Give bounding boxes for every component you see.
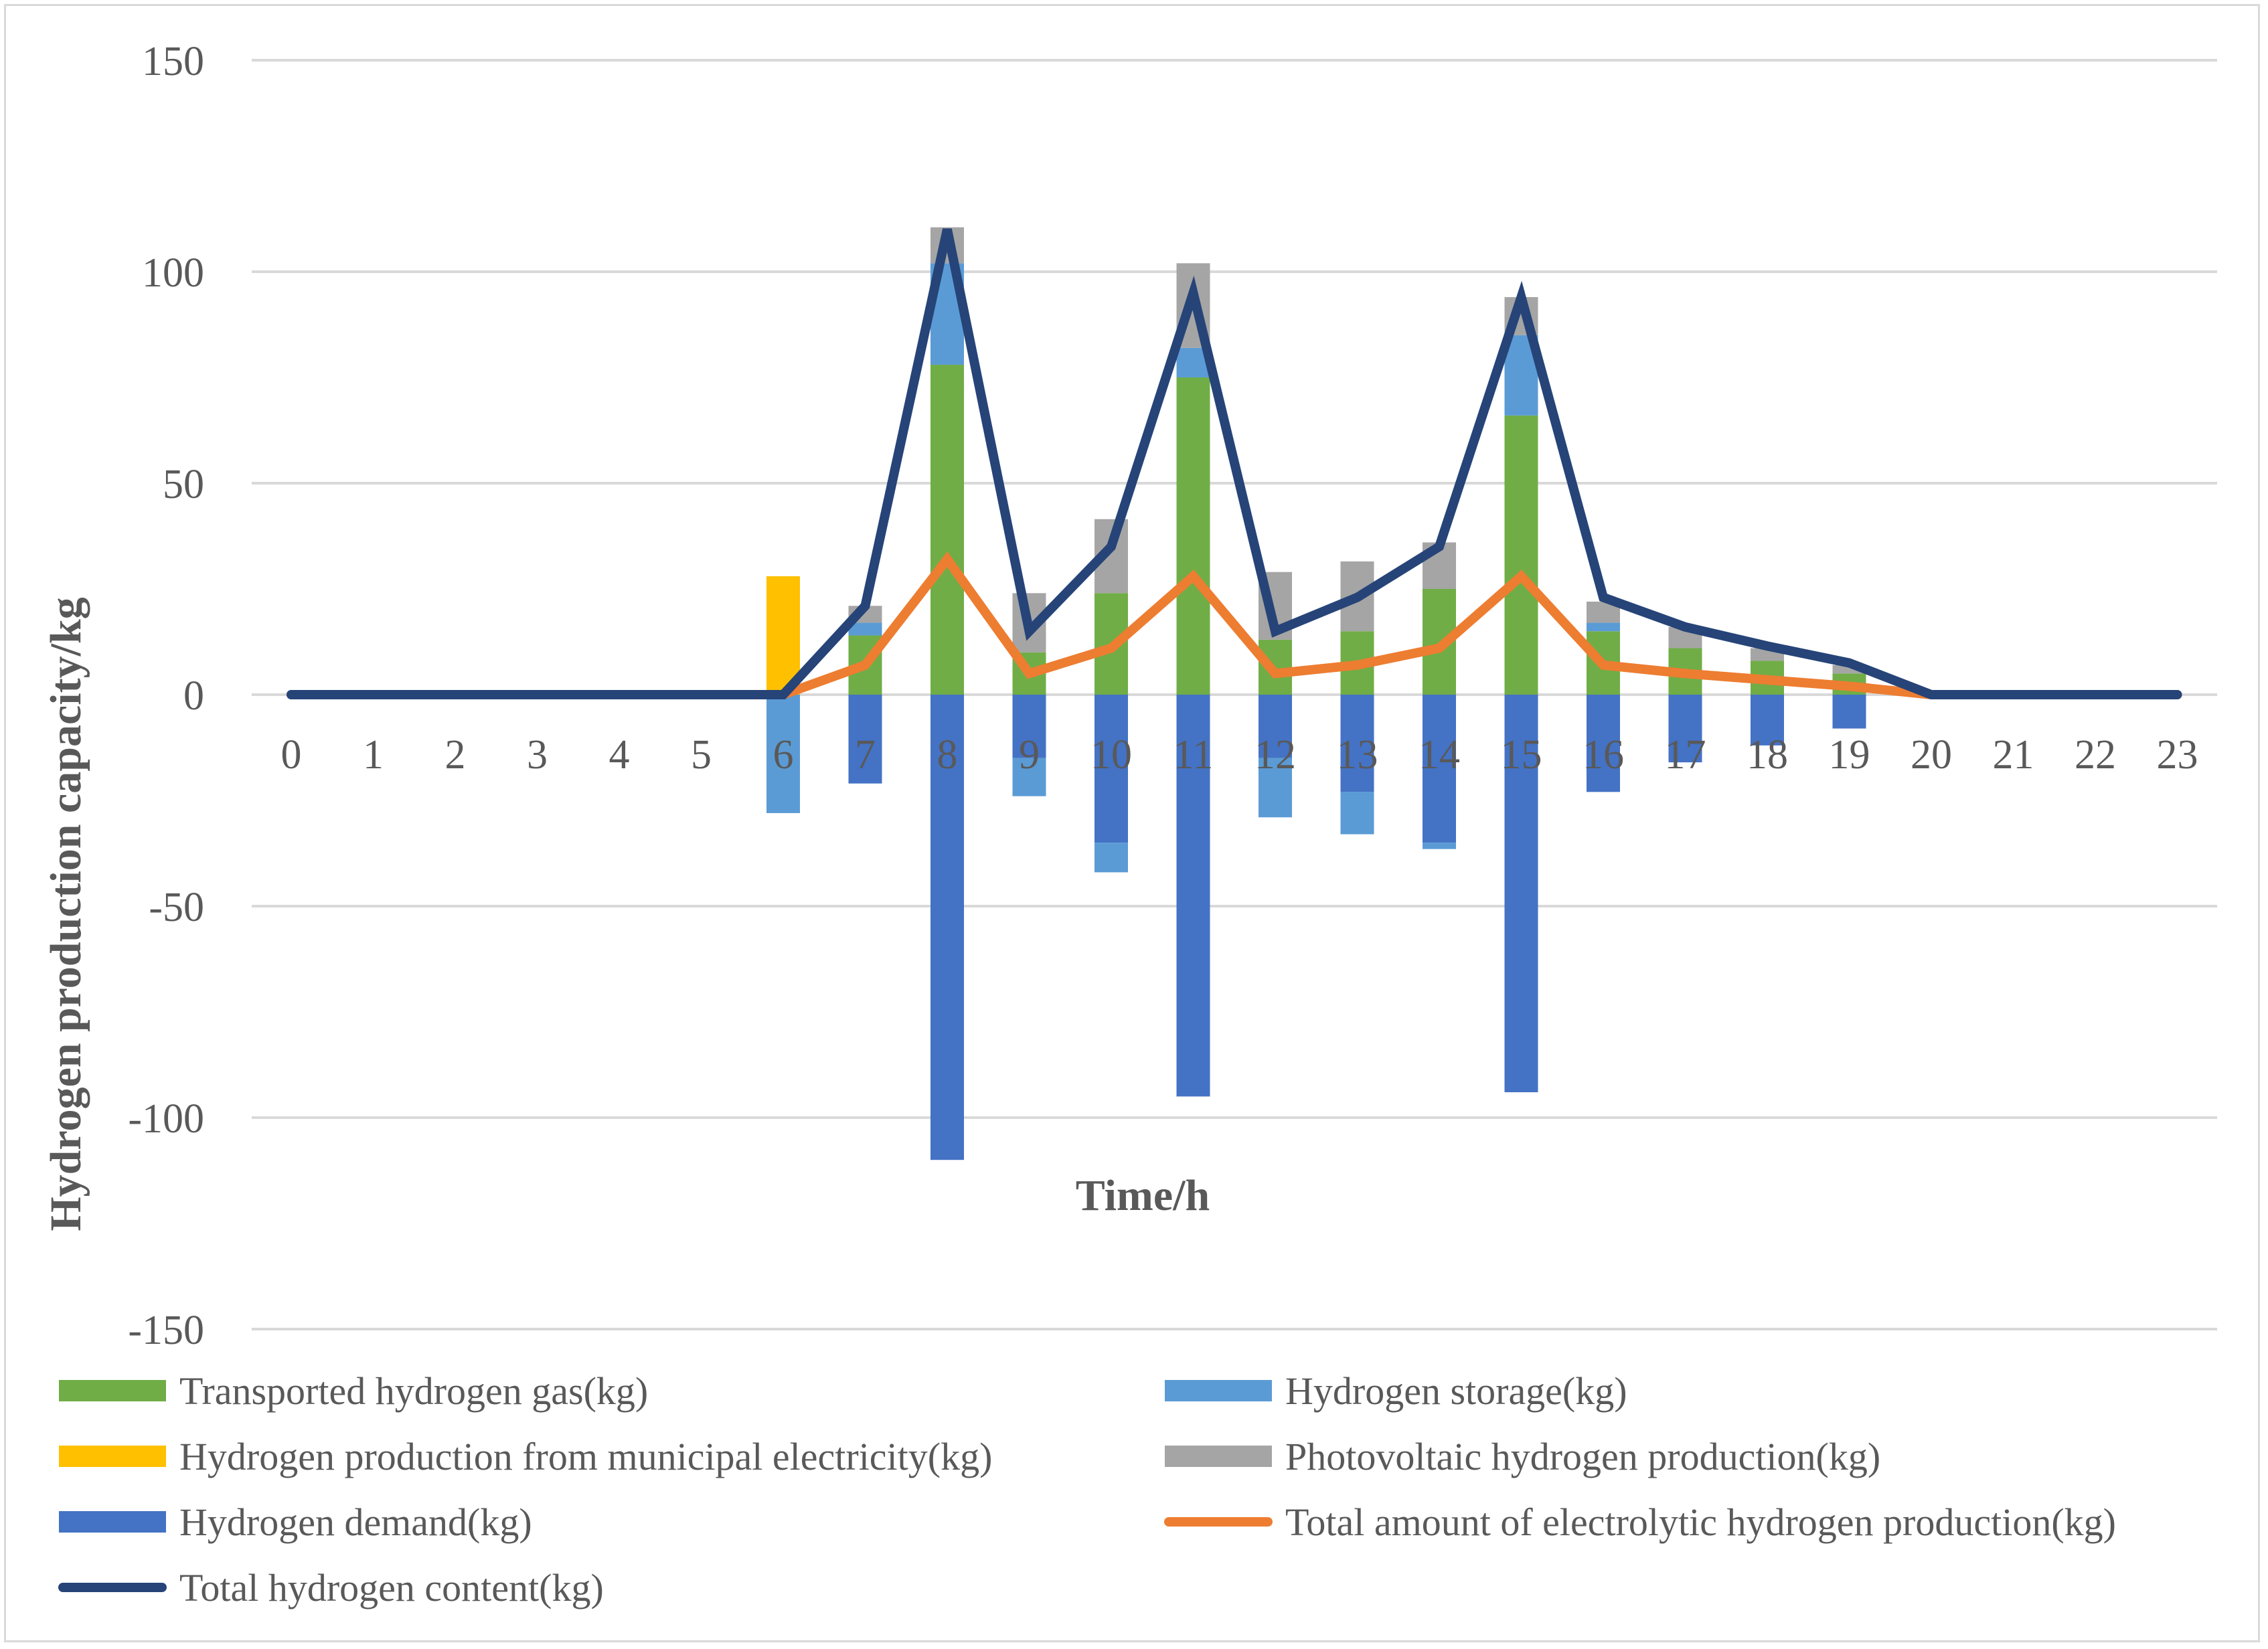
series-line xyxy=(287,228,2182,699)
bar xyxy=(848,622,882,636)
bar xyxy=(766,576,800,695)
gridlines xyxy=(252,59,2217,1330)
bar xyxy=(1668,695,1702,763)
x-tick-label: 20 xyxy=(1911,732,1952,778)
bar xyxy=(1259,758,1292,818)
legend-swatch xyxy=(59,1446,166,1467)
series-lines xyxy=(287,228,2182,699)
bar xyxy=(930,365,964,695)
x-tick-label: 22 xyxy=(2075,732,2116,778)
x-axis-title: Time/h xyxy=(1076,1171,1210,1220)
bar xyxy=(1340,792,1374,835)
y-tick-label: -150 xyxy=(128,1308,204,1353)
x-tick-label: 11 xyxy=(1173,732,1214,778)
legend-swatch xyxy=(59,1380,166,1401)
x-tick-label: 18 xyxy=(1747,732,1788,778)
legend-label: Hydrogen production from municipal elect… xyxy=(179,1435,992,1478)
legend: Transported hydrogen gas(kg) Hydrogen sto… xyxy=(58,1369,2116,1610)
y-tick-label: 0 xyxy=(183,673,204,719)
bar xyxy=(1504,415,1538,695)
y-tick-label: -100 xyxy=(128,1096,204,1142)
x-tick-label: 5 xyxy=(691,732,712,778)
y-axis-ticks: 150 100 50 0 -50 -100 -150 xyxy=(128,39,204,1353)
x-tick-label: 15 xyxy=(1501,732,1542,778)
bar xyxy=(848,695,882,784)
bar xyxy=(1587,622,1620,632)
legend-label: Hydrogen demand(kg) xyxy=(179,1500,532,1544)
bar xyxy=(1340,695,1374,792)
bar xyxy=(1095,843,1128,873)
bar xyxy=(1832,695,1866,729)
series-line xyxy=(287,551,2182,699)
bar xyxy=(1095,695,1128,843)
bar xyxy=(1012,695,1046,758)
x-tick-label: 6 xyxy=(773,732,794,778)
legend-label: Total hydrogen content(kg) xyxy=(179,1566,604,1610)
x-tick-label: 23 xyxy=(2157,732,2198,778)
y-tick-label: -50 xyxy=(149,885,204,930)
x-tick-label: 1 xyxy=(363,732,384,778)
bar xyxy=(766,695,800,813)
x-tick-label: 0 xyxy=(281,732,302,778)
y-tick-label: 100 xyxy=(142,250,204,296)
x-tick-label: 2 xyxy=(445,732,466,778)
legend-label: Hydrogen storage(kg) xyxy=(1285,1369,1627,1413)
y-tick-label: 50 xyxy=(163,462,204,507)
x-tick-label: 4 xyxy=(609,732,630,778)
legend-label: Transported hydrogen gas(kg) xyxy=(179,1369,648,1413)
x-tick-label: 3 xyxy=(527,732,548,778)
bar xyxy=(1423,843,1456,849)
bar xyxy=(1587,695,1620,792)
legend-swatch xyxy=(1165,1446,1272,1467)
bar xyxy=(930,695,964,1160)
x-tick-label: 10 xyxy=(1090,732,1132,778)
legend-label: Photovoltaic hydrogen production(kg) xyxy=(1285,1435,1880,1478)
x-tick-label: 19 xyxy=(1829,732,1870,778)
legend-label: Total amount of electrolytic hydrogen pr… xyxy=(1285,1500,2116,1544)
y-axis-title: Hydrogen production capacity/kg xyxy=(42,597,90,1231)
x-tick-label: 12 xyxy=(1254,732,1296,778)
x-tick-label: 7 xyxy=(855,732,876,778)
x-tick-label: 8 xyxy=(937,732,958,778)
x-tick-label: 16 xyxy=(1583,732,1624,778)
x-tick-label: 9 xyxy=(1019,732,1040,778)
bar xyxy=(1176,695,1210,1097)
x-axis-ticks: 0 1 2 3 4 5 6 7 8 9 10 11 12 13 14 15 16 17 18 19 20 21 22 23 xyxy=(281,732,2198,778)
bar xyxy=(1259,695,1292,758)
legend-swatch xyxy=(59,1511,166,1533)
chart-frame xyxy=(4,4,2260,1642)
bar xyxy=(1012,758,1046,796)
bar xyxy=(1423,695,1456,843)
bar xyxy=(1751,695,1784,746)
x-tick-label: 21 xyxy=(1993,732,2034,778)
x-tick-label: 14 xyxy=(1419,732,1460,778)
x-tick-label: 13 xyxy=(1337,732,1378,778)
bars xyxy=(766,227,1866,1160)
x-tick-label: 17 xyxy=(1665,732,1706,778)
bar xyxy=(1504,695,1538,1093)
bar xyxy=(1176,377,1210,695)
legend-swatch xyxy=(1165,1380,1272,1401)
y-tick-label: 150 xyxy=(142,39,204,84)
